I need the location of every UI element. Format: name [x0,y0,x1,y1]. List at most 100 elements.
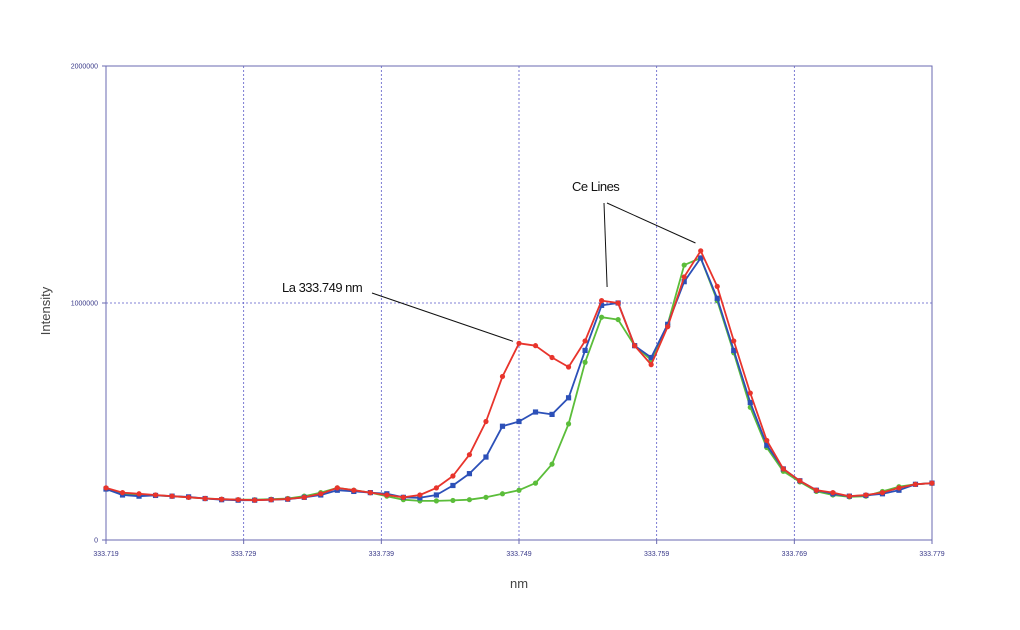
data-point [450,482,456,489]
data-point [780,466,786,472]
data-point [549,461,555,467]
data-point [665,324,671,330]
data-point [896,485,902,491]
data-point [599,302,605,308]
data-point [169,493,175,499]
data-point [301,494,307,500]
data-point [731,347,737,353]
data-point [714,283,720,290]
data-point [615,316,621,323]
data-point [615,300,621,306]
data-point [764,437,770,444]
data-point [499,423,506,429]
y-tick-label: 0 [94,538,98,545]
data-point [417,495,423,501]
data-point [499,491,506,497]
data-point [466,452,473,458]
data-point [929,480,935,486]
la-annotation-leader [371,292,514,342]
data-point [219,496,225,502]
y-tick-label: 2000000 [71,64,98,71]
x-tick-label: 333.719 [93,551,118,558]
data-point [252,497,258,503]
data-point [466,497,473,503]
data-point [186,494,192,500]
data-point [483,418,489,425]
data-point [830,490,836,496]
x-tick-label: 333.779 [919,551,944,558]
data-point [599,298,605,304]
data-point [483,494,489,500]
x-tick-label: 333.769 [782,551,807,558]
data-point [698,248,704,254]
data-point [483,454,489,460]
data-point [648,354,654,361]
data-point [813,487,819,493]
data-point [846,493,853,499]
data-point [202,495,208,502]
data-point [516,418,522,425]
data-point [582,347,588,353]
data-point [549,354,555,361]
annotation-layer: La 333.749 nm Ce Lines [282,179,696,342]
y-axis-title: Intensity [38,286,53,335]
data-point [582,338,588,344]
data-point [532,343,539,349]
data-point [532,480,539,486]
data-point [516,340,522,346]
data-point [433,498,439,504]
data-point [599,314,605,320]
data-point [681,279,687,285]
data-point [879,490,886,496]
data-point [863,492,869,498]
data-point [433,492,439,498]
data-point [714,295,720,301]
data-point [466,471,473,477]
data-point [565,421,572,427]
data-point [334,485,340,491]
data-point [747,399,753,406]
x-axis-title: nm [510,576,528,591]
data-point [367,490,373,496]
data-point [384,492,390,498]
data-point [632,343,638,349]
data-point [285,496,291,502]
data-point [268,497,274,503]
grid-lines [106,66,932,540]
data-point [747,390,753,396]
data-point [450,497,456,504]
series-layer [103,248,935,504]
data-point [648,362,654,368]
data-point [681,262,687,268]
data-point [681,274,687,280]
series-0 [103,248,935,503]
ce-annotation-label: Ce Lines [572,179,620,194]
data-point [549,411,555,417]
data-point [235,497,241,503]
data-point [417,492,423,498]
x-tick-label: 333.759 [644,551,669,558]
data-point [450,473,456,479]
data-point [698,255,704,261]
ce-annotation-leader-1 [603,202,608,288]
data-point [136,491,142,497]
data-point [731,338,737,344]
data-point [516,487,522,493]
data-point [152,492,159,498]
tick-labels: 333.719 333.729 333.739 333.749 333.759 333.7… [71,64,945,559]
data-point [565,395,572,401]
x-tick-label: 333.739 [369,551,394,558]
data-point [582,359,588,365]
la-annotation-label: La 333.749 nm [282,280,362,295]
x-tick-label: 333.729 [231,551,256,558]
data-point [103,485,109,491]
data-point [499,373,506,380]
data-point [351,487,357,493]
x-tick-label: 333.749 [506,551,531,558]
ce-annotation-leader-2 [606,202,696,244]
data-point [532,409,539,415]
data-point [318,491,324,497]
data-point [565,364,572,370]
data-point [119,490,126,496]
